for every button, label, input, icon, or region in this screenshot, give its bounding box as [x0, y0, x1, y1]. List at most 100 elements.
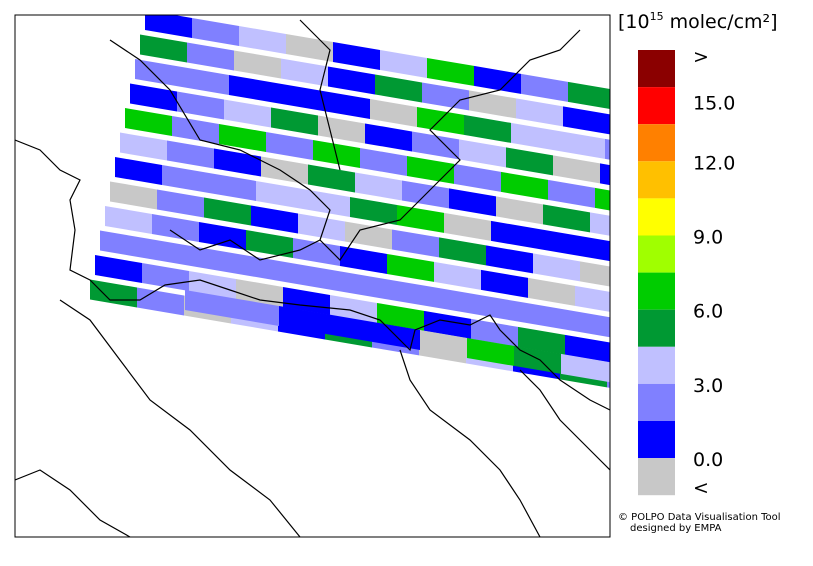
swath-pixel [365, 123, 412, 152]
swath-pixel [412, 131, 459, 160]
swath-pixel [283, 286, 330, 315]
swath-pixel [340, 245, 387, 274]
unit-prefix: [10 [618, 11, 650, 33]
swath-pixel [251, 205, 298, 234]
swath-pixel [256, 180, 303, 209]
swath-pixel [417, 106, 464, 135]
swath-pixel [110, 181, 157, 210]
swath-pixel [318, 115, 365, 144]
swath-pixel [427, 57, 474, 86]
swath-pixel [298, 213, 345, 242]
swath-pixel [209, 172, 256, 201]
swath-pixel [286, 33, 333, 62]
swath-pixel [157, 189, 204, 218]
swath-pixel [375, 74, 422, 103]
swath-pixel [444, 212, 491, 241]
swath-pixel [355, 172, 402, 201]
swath-pixel [474, 65, 521, 94]
credit-line: © POLPO Data Visualisation Tool [618, 512, 781, 523]
swath-pixel [563, 106, 610, 135]
unit-suffix: molec/cm²] [664, 11, 778, 33]
swath-pixel [420, 329, 467, 358]
swath-pixel [232, 297, 279, 326]
swath-pixel [422, 82, 469, 111]
swath-pixel [585, 236, 610, 262]
swath-pixel [271, 107, 318, 136]
satellite-swaths [90, 15, 610, 388]
swath-pixel [429, 286, 476, 315]
swath-pixel [90, 279, 137, 308]
swath-pixel [194, 246, 241, 275]
swath-pixel [335, 270, 382, 299]
swath-pixel [424, 310, 471, 339]
swath-pixel [130, 83, 177, 112]
swath-pixel [506, 147, 553, 176]
legend-swatch [638, 309, 675, 347]
swath-pixel [125, 108, 172, 136]
swath-pixel [377, 302, 424, 331]
swath-pixel [528, 277, 575, 306]
swath-pixel [521, 73, 568, 102]
swath-pixel [439, 237, 486, 266]
swath-pixel [239, 25, 286, 54]
swath-pixel [219, 123, 266, 152]
swath-pixel [459, 139, 506, 168]
swath-pixel [330, 294, 377, 323]
legend-label: > [693, 46, 709, 68]
swath-pixel [558, 130, 605, 159]
swath-pixel [392, 229, 439, 258]
swath-pixel [397, 204, 444, 233]
swath-pixel [241, 254, 288, 283]
swath-pixel [167, 140, 214, 169]
legend-label: 0.0 [693, 449, 723, 471]
swath-pixel [518, 326, 565, 355]
swath-pixel [236, 278, 283, 307]
swath-pixel [328, 66, 375, 95]
swath-pixel [142, 262, 189, 291]
swath-pixel [449, 188, 496, 217]
legend-label: < [693, 477, 709, 499]
swath-pixel [434, 261, 481, 290]
swath-pixel [204, 197, 251, 226]
swath-pixel [135, 59, 182, 87]
swath-pixel [380, 49, 427, 78]
swath-pixel [140, 34, 187, 63]
swath-pixel [276, 82, 323, 111]
map-frame [14, 14, 611, 538]
swath-pixel [172, 115, 219, 144]
swath-pixel [152, 213, 199, 242]
swath-pixel [575, 285, 610, 312]
swath-pixel [266, 131, 313, 160]
legend-label: 6.0 [693, 301, 723, 323]
swath-pixel [595, 187, 610, 211]
swath-pixel [224, 99, 271, 128]
swath-pixel [476, 294, 523, 323]
swath-pixel [189, 270, 236, 299]
swath-pixel [496, 196, 543, 225]
swath-pixel [192, 17, 239, 46]
swath-pixel [177, 91, 224, 120]
legend-swatch [638, 198, 675, 236]
swath-pixel [145, 15, 192, 38]
legend-swatch [638, 458, 675, 496]
credit-line: designed by EMPA [630, 523, 722, 534]
swath-pixel [486, 245, 533, 274]
swath-pixel [214, 148, 261, 177]
swath-pixel [590, 212, 610, 236]
legend-swatch [638, 346, 675, 384]
legend-swatch [638, 161, 675, 199]
swath-pixel [345, 221, 392, 250]
legend-swatch [638, 87, 675, 125]
swath-pixel [308, 164, 355, 193]
swath-pixel [548, 179, 595, 208]
swath-pixel [501, 171, 548, 200]
swath-pixel [533, 253, 580, 282]
swath-pixel [234, 50, 281, 79]
swath-pixel [187, 42, 234, 71]
swath-pixel [185, 290, 232, 318]
swath-pixel [538, 228, 585, 257]
swath-pixel [543, 204, 590, 233]
legend-swatch [638, 383, 675, 421]
